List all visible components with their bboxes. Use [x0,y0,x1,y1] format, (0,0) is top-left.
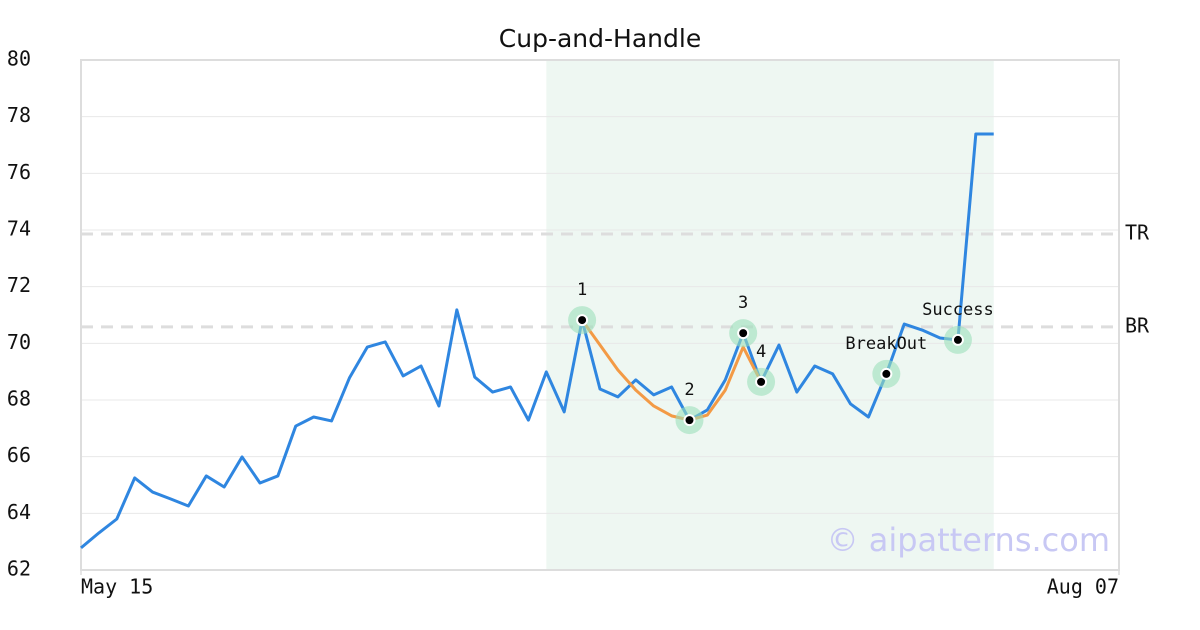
pattern-label: 2 [684,380,694,400]
pattern-point [755,375,768,388]
y-tick-label: 68 [7,387,31,411]
pattern-point [683,414,696,427]
y-tick-label: 66 [7,443,31,467]
y-tick-label: 62 [7,557,31,581]
y-tick-label: 64 [7,500,31,524]
x-tick-label: May 15 [81,575,153,599]
pattern-point [951,333,964,346]
y-tick-label: 70 [7,330,31,354]
level-label: TR [1125,220,1150,244]
chart-title: Cup-and-Handle [499,24,701,53]
level-label: BR [1125,313,1150,337]
y-tick-label: 78 [7,103,31,127]
pattern-label: 4 [756,342,766,362]
pattern-point [576,314,589,327]
series-line [80,132,994,550]
x-tick-label: Aug 07 [1047,575,1119,599]
highlight-zone [546,60,994,570]
pattern-label: BreakOut [845,334,927,354]
pattern-point [737,327,750,340]
y-tick-label: 76 [7,160,31,184]
series-line [580,319,763,422]
pattern-label: 1 [577,280,587,300]
pattern-point [880,367,893,380]
pattern-label: Success [922,300,994,320]
y-tick-label: 74 [7,217,31,241]
watermark: © aipatterns.com [827,521,1110,559]
plot-frame [80,59,1120,571]
pattern-label: 3 [738,293,748,313]
y-tick-label: 72 [7,273,31,297]
y-tick-label: 80 [7,47,31,71]
